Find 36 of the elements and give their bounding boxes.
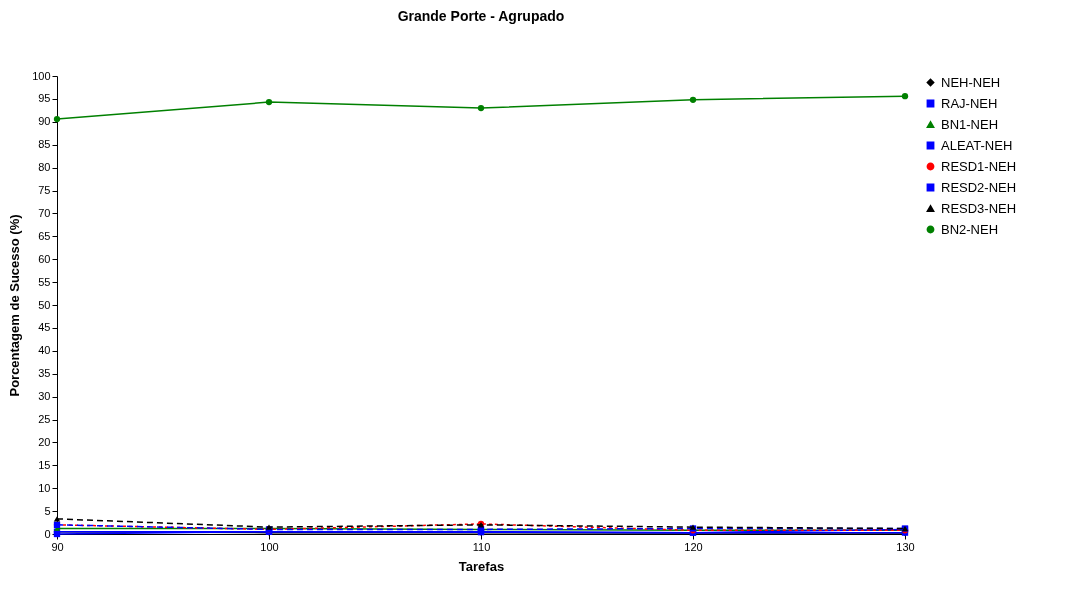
legend-label: ALEAT-NEH bbox=[941, 137, 1013, 153]
y-tick-label: 55 bbox=[38, 275, 51, 288]
x-tick-label: 100 bbox=[260, 540, 279, 553]
y-tick-label: 25 bbox=[38, 413, 51, 425]
y-tick-label: 50 bbox=[38, 298, 51, 311]
y-tick-label: 35 bbox=[38, 367, 51, 380]
y-tick-label: 20 bbox=[38, 435, 51, 448]
legend-label: BN1-NEH bbox=[941, 116, 999, 132]
y-tick-label: 5 bbox=[44, 504, 51, 517]
legend-label: RAJ-NEH bbox=[941, 95, 998, 111]
x-tick-label: 120 bbox=[684, 540, 703, 553]
y-tick-label: 15 bbox=[38, 458, 51, 471]
legend-label: BN2-NEH bbox=[941, 221, 999, 237]
y-tick-label: 45 bbox=[38, 321, 51, 334]
y-axis-title: Porcentagem de Sucesso (%) bbox=[7, 214, 23, 397]
y-tick-label: 95 bbox=[38, 92, 51, 105]
y-tick-label: 70 bbox=[38, 206, 51, 219]
x-tick-label: 110 bbox=[472, 540, 491, 553]
legend-label: NEH-NEH bbox=[941, 74, 1001, 90]
y-tick-label: 85 bbox=[38, 138, 51, 151]
y-tick-label: 90 bbox=[38, 115, 51, 128]
y-tick-label: 30 bbox=[38, 390, 51, 403]
chart-title: Grande Porte - Agrupado bbox=[397, 8, 565, 24]
y-tick-label: 80 bbox=[38, 161, 51, 174]
y-tick-label: 65 bbox=[38, 229, 51, 242]
y-tick-label: 40 bbox=[38, 344, 51, 357]
legend-label: RESD2-NEH bbox=[941, 179, 1017, 195]
y-tick-label: 10 bbox=[38, 481, 51, 494]
y-tick-label: 60 bbox=[38, 252, 51, 265]
legend-label: RESD1-NEH bbox=[941, 158, 1017, 174]
y-tick-label: 100 bbox=[32, 69, 51, 82]
legend-label: RESD3-NEH bbox=[941, 200, 1017, 216]
y-tick-label: 0 bbox=[44, 527, 51, 540]
x-axis-title: Tarefas bbox=[458, 558, 505, 574]
x-tick-label: 130 bbox=[896, 540, 915, 553]
y-tick-label: 75 bbox=[38, 184, 51, 196]
